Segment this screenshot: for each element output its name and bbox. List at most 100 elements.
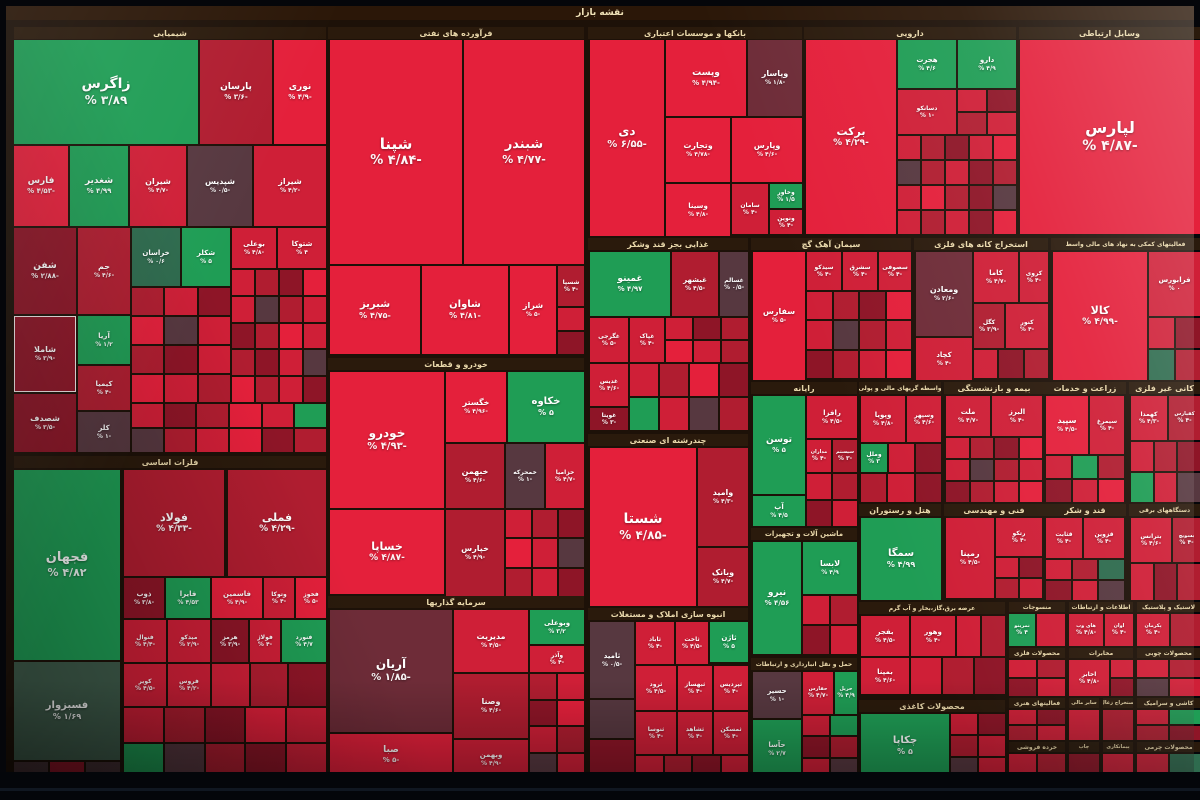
small-tile[interactable] <box>995 460 1018 480</box>
small-tile[interactable] <box>833 350 858 378</box>
small-tile[interactable] <box>304 296 326 322</box>
tile-40-1[interactable]: فسبزوار ۱/۶۹ % <box>14 662 120 760</box>
tile-25-0[interactable]: حسیر -۱ % <box>753 672 801 718</box>
tile-5-3[interactable]: غگرجی -۵ % <box>590 318 628 362</box>
tile-3-6[interactable]: وبهمن -۴/۹ % <box>454 740 528 778</box>
small-tile[interactable] <box>860 292 885 320</box>
small-tile[interactable] <box>720 398 748 430</box>
small-tile[interactable] <box>280 296 302 322</box>
tile-2-7[interactable]: خپارس -۴/۹ % <box>446 510 504 596</box>
small-tile[interactable] <box>1019 482 1042 502</box>
small-tile[interactable] <box>721 756 748 776</box>
small-tile[interactable] <box>197 429 228 452</box>
tile-4-4[interactable]: وپارس -۴/۶ % <box>732 118 802 182</box>
small-tile[interactable] <box>506 568 531 596</box>
small-tile[interactable] <box>198 288 230 315</box>
tile-20-1[interactable]: رتکو -۴ % <box>996 518 1042 556</box>
small-tile[interactable] <box>886 321 911 349</box>
tile-3-3[interactable]: وبوعلی ۳/۲ % <box>530 610 584 644</box>
small-tile[interactable] <box>256 296 278 322</box>
small-tile[interactable] <box>1038 679 1065 696</box>
tile-2-4[interactable]: خمحرکه -۱ % <box>506 444 544 508</box>
tile-16-0[interactable]: سپید -۴/۵ % <box>1046 396 1088 454</box>
small-tile[interactable] <box>1149 350 1174 380</box>
tile-18-1[interactable]: لابسا ۴/۹ % <box>803 542 857 594</box>
small-tile[interactable] <box>946 136 968 159</box>
small-tile[interactable] <box>132 317 164 344</box>
small-tile[interactable] <box>1072 456 1098 478</box>
tile-27-0[interactable]: های وب -۴/۸ % <box>1069 614 1103 646</box>
tile-5-5[interactable]: غویتا -۳ % <box>590 408 628 430</box>
small-tile[interactable] <box>994 186 1016 209</box>
tile-2-0[interactable]: خودرو -۴/۹۳ % <box>330 372 444 508</box>
tile-8-1[interactable]: هجرت ۴/۶ % <box>898 40 956 88</box>
small-tile[interactable] <box>1072 581 1098 600</box>
small-tile[interactable] <box>132 429 163 452</box>
small-tile[interactable] <box>833 474 857 499</box>
small-tile[interactable] <box>165 317 197 344</box>
small-tile[interactable] <box>1099 456 1124 478</box>
tile-14-2[interactable]: وملل ۳ % <box>861 444 887 472</box>
small-tile[interactable] <box>1149 318 1174 348</box>
small-tile[interactable] <box>860 321 885 349</box>
small-tile[interactable] <box>1137 660 1168 677</box>
tile-0-3[interactable]: فارس -۴/۵۳ % <box>14 146 68 226</box>
small-tile[interactable] <box>916 444 941 472</box>
tile-23-0[interactable]: بفجر -۴/۵ % <box>861 616 909 656</box>
small-tile[interactable] <box>988 113 1016 134</box>
tile-16-1[interactable]: سیمرغ -۴ % <box>1090 396 1124 454</box>
small-tile[interactable] <box>198 375 230 402</box>
small-tile[interactable] <box>898 136 920 159</box>
small-tile[interactable] <box>1038 726 1065 740</box>
small-tile[interactable] <box>970 161 992 184</box>
small-tile[interactable] <box>943 658 973 694</box>
small-tile[interactable] <box>970 460 993 480</box>
tile-15-0[interactable]: ملت -۴/۷ % <box>946 396 990 436</box>
small-tile[interactable] <box>946 482 969 502</box>
tile-3-1[interactable]: صبا -۵ % <box>330 734 452 776</box>
small-tile[interactable] <box>287 708 326 742</box>
tile-18-0[interactable]: نیرو ۴/۵۶ % <box>753 542 801 654</box>
small-tile[interactable] <box>1019 460 1042 480</box>
small-tile[interactable] <box>630 364 658 396</box>
small-tile[interactable] <box>558 727 584 752</box>
small-tile[interactable] <box>530 700 556 725</box>
small-tile[interactable] <box>1024 350 1048 378</box>
tile-5-1[interactable]: غبشهر -۴/۵ % <box>672 252 718 316</box>
small-tile[interactable] <box>995 482 1018 502</box>
tile-25-2[interactable]: حریل ۴/۹ % <box>835 672 857 714</box>
tile-4-0[interactable]: دی -۶/۵۵ % <box>590 40 664 236</box>
tile-17-1[interactable]: کفپارس -۴ % <box>1169 396 1200 440</box>
small-tile[interactable] <box>951 736 977 756</box>
small-tile[interactable] <box>558 308 584 330</box>
tile-4-3[interactable]: وتجارت -۴/۷۸ % <box>666 118 730 182</box>
small-tile[interactable] <box>660 398 688 430</box>
small-tile[interactable] <box>250 664 288 706</box>
small-tile[interactable] <box>1072 480 1098 502</box>
tile-3-5[interactable]: وصنا -۴/۶ % <box>454 674 528 738</box>
small-tile[interactable] <box>280 323 302 349</box>
tile-0-10[interactable]: شصدف -۳/۵ % <box>14 394 76 452</box>
small-tile[interactable] <box>946 186 968 209</box>
small-tile[interactable] <box>1009 726 1036 740</box>
small-tile[interactable] <box>1046 456 1071 478</box>
tile-2-1[interactable]: خگستر -۴/۹۶ % <box>446 372 506 442</box>
tile-40-15[interactable]: فروس -۴/۲ % <box>168 664 210 706</box>
tile-12-1[interactable]: فرابورس ۰ % <box>1149 252 1200 316</box>
small-tile[interactable] <box>1038 660 1065 677</box>
small-tile[interactable] <box>994 161 1016 184</box>
tile-4-2[interactable]: وپاسار -۱/۸ % <box>748 40 802 116</box>
small-tile[interactable] <box>807 501 831 526</box>
tile-11-5[interactable]: کچاد -۴ % <box>916 338 972 380</box>
tile-10-3[interactable]: سصوفی -۴ % <box>879 252 911 290</box>
small-tile[interactable] <box>295 404 326 427</box>
tile-13-0[interactable]: توسن ۵ % <box>753 396 805 494</box>
small-tile[interactable] <box>915 474 941 502</box>
small-tile[interactable] <box>232 323 254 349</box>
tile-0-6[interactable]: شپدیس -۰/۵ % <box>188 146 252 226</box>
tile-4-1[interactable]: وپست -۴/۹۴ % <box>666 40 746 116</box>
small-tile[interactable] <box>1009 679 1036 696</box>
tile-1-4[interactable]: شراز -۵ % <box>510 266 556 354</box>
tile-26-0[interactable]: نمرینو ۴ % <box>1009 614 1035 646</box>
small-tile[interactable] <box>922 211 944 234</box>
